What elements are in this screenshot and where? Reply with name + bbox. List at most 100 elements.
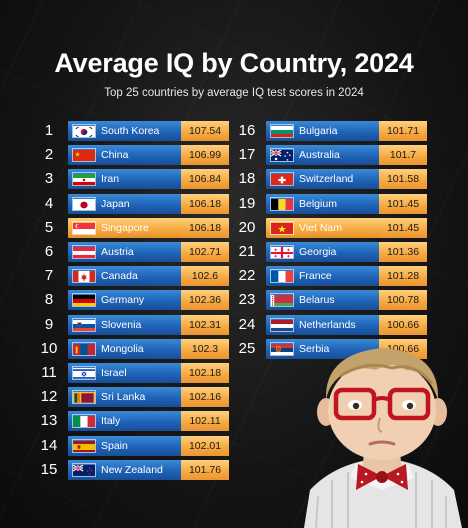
rank-label: 19 — [238, 195, 256, 212]
iq-value: 101.58 — [379, 169, 427, 189]
germany-flag-icon — [72, 293, 96, 307]
country-name: Israel — [101, 367, 127, 379]
country-name: Iran — [101, 173, 120, 185]
country-name: Canada — [101, 270, 138, 282]
country-name: South Korea — [101, 125, 160, 137]
rank-label: 10 — [40, 340, 58, 357]
table-row: 4 Japan 106.18 — [36, 194, 272, 214]
rank-label: 5 — [44, 219, 54, 236]
iq-value: 106.18 — [181, 218, 229, 238]
rank-label: 11 — [41, 364, 57, 381]
country-name: Georgia — [299, 246, 337, 258]
table-row: 8 Germany 102.36 — [36, 290, 272, 310]
iq-value: 101.36 — [379, 242, 427, 262]
iq-value: 102.71 — [181, 242, 229, 262]
iq-value: 101.76 — [181, 460, 229, 480]
table-row: 10 Mongolia 102.3 — [36, 339, 272, 359]
iq-value: 100.66 — [379, 315, 427, 335]
country-name: Japan — [101, 198, 130, 210]
rank-label: 18 — [238, 170, 256, 187]
belarus-flag-icon — [270, 293, 294, 307]
rank-label: 12 — [40, 388, 58, 405]
iq-value: 101.7 — [379, 145, 427, 165]
page-subtitle: Top 25 countries by average IQ test scor… — [104, 87, 364, 99]
rank-label: 9 — [44, 316, 54, 333]
iq-value: 101.28 — [379, 266, 427, 286]
new-zealand-flag-icon — [72, 463, 96, 477]
table-row: 16 Bulgaria 101.71 — [234, 121, 468, 141]
rank-label: 6 — [44, 243, 54, 260]
iq-value: 102.36 — [181, 290, 229, 310]
japan-flag-icon — [72, 197, 96, 211]
page-title: Average IQ by Country, 2024 — [54, 48, 414, 78]
table-row: 24 Netherlands 100.66 — [234, 315, 468, 335]
belgium-flag-icon — [270, 197, 294, 211]
country-name: France — [299, 270, 332, 282]
iq-value: 101.45 — [379, 218, 427, 238]
rank-label: 3 — [44, 170, 54, 187]
table-row: 22 France 101.28 — [234, 266, 468, 286]
netherlands-flag-icon — [270, 318, 294, 332]
rank-label: 1 — [44, 122, 54, 139]
slovenia-flag-icon — [72, 318, 96, 332]
boy-illustration — [304, 348, 462, 528]
australia-flag-icon — [270, 148, 294, 162]
table-row: 17 Australia 101.7 — [234, 145, 468, 165]
rank-label: 21 — [238, 243, 256, 260]
country-name: Bulgaria — [299, 125, 338, 137]
iq-value: 101.71 — [379, 121, 427, 141]
country-name: Slovenia — [101, 319, 142, 331]
iq-value: 102.3 — [181, 339, 229, 359]
bulgaria-flag-icon — [270, 124, 294, 138]
iq-value: 106.84 — [181, 169, 229, 189]
country-name: Spain — [101, 440, 128, 452]
rank-label: 14 — [40, 437, 58, 454]
country-name: Switzerland — [299, 173, 354, 185]
rank-label: 16 — [238, 122, 256, 139]
france-flag-icon — [270, 269, 294, 283]
rank-label: 4 — [44, 195, 54, 212]
singapore-flag-icon — [72, 221, 96, 235]
table-row: 14 Spain 102.01 — [36, 436, 272, 456]
table-row: 23 Belarus 100.78 — [234, 290, 468, 310]
iq-value: 100.78 — [379, 290, 427, 310]
country-name: Belgium — [299, 198, 337, 210]
rank-label: 20 — [238, 219, 256, 236]
table-row: 12 Sri Lanka 102.16 — [36, 387, 272, 407]
table-row: 19 Belgium 101.45 — [234, 194, 468, 214]
country-name: Germany — [101, 294, 145, 306]
vietnam-flag-icon — [270, 221, 294, 235]
israel-flag-icon — [72, 366, 96, 380]
iq-value: 106.99 — [181, 145, 229, 165]
table-row: 9 Slovenia 102.31 — [36, 315, 272, 335]
country-name: Belarus — [299, 294, 335, 306]
country-name: Austria — [101, 246, 134, 258]
table-row: 18 Switzerland 101.58 — [234, 169, 468, 189]
iq-value: 102.31 — [181, 315, 229, 335]
table-row: 1 South Korea 107.54 — [36, 121, 272, 141]
country-name: China — [101, 149, 129, 161]
iq-value: 107.54 — [181, 121, 229, 141]
country-name: Mongolia — [101, 343, 144, 355]
table-row: 3 Iran 106.84 — [36, 169, 272, 189]
country-name: New Zealand — [101, 464, 163, 476]
iq-value: 102.18 — [181, 363, 229, 383]
table-row: 6 Austria 102.71 — [36, 242, 272, 262]
country-name: Viet Nam — [299, 222, 342, 234]
iq-value: 106.18 — [181, 194, 229, 214]
rank-label: 2 — [44, 146, 54, 163]
spain-flag-icon — [72, 439, 96, 453]
rank-label: 23 — [238, 291, 256, 308]
rank-label: 22 — [238, 267, 256, 284]
iq-value: 102.11 — [181, 411, 229, 431]
switzerland-flag-icon — [270, 172, 294, 186]
rank-label: 17 — [238, 146, 256, 163]
china-flag-icon — [72, 148, 96, 162]
iq-value: 102.6 — [181, 266, 229, 286]
iq-value: 102.16 — [181, 387, 229, 407]
italy-flag-icon — [72, 414, 96, 428]
table-row: 7 Canada 102.6 — [36, 266, 272, 286]
rank-label: 24 — [238, 316, 256, 333]
table-row: 11 Israel 102.18 — [36, 363, 272, 383]
table-row: 13 Italy 102.11 — [36, 411, 272, 431]
